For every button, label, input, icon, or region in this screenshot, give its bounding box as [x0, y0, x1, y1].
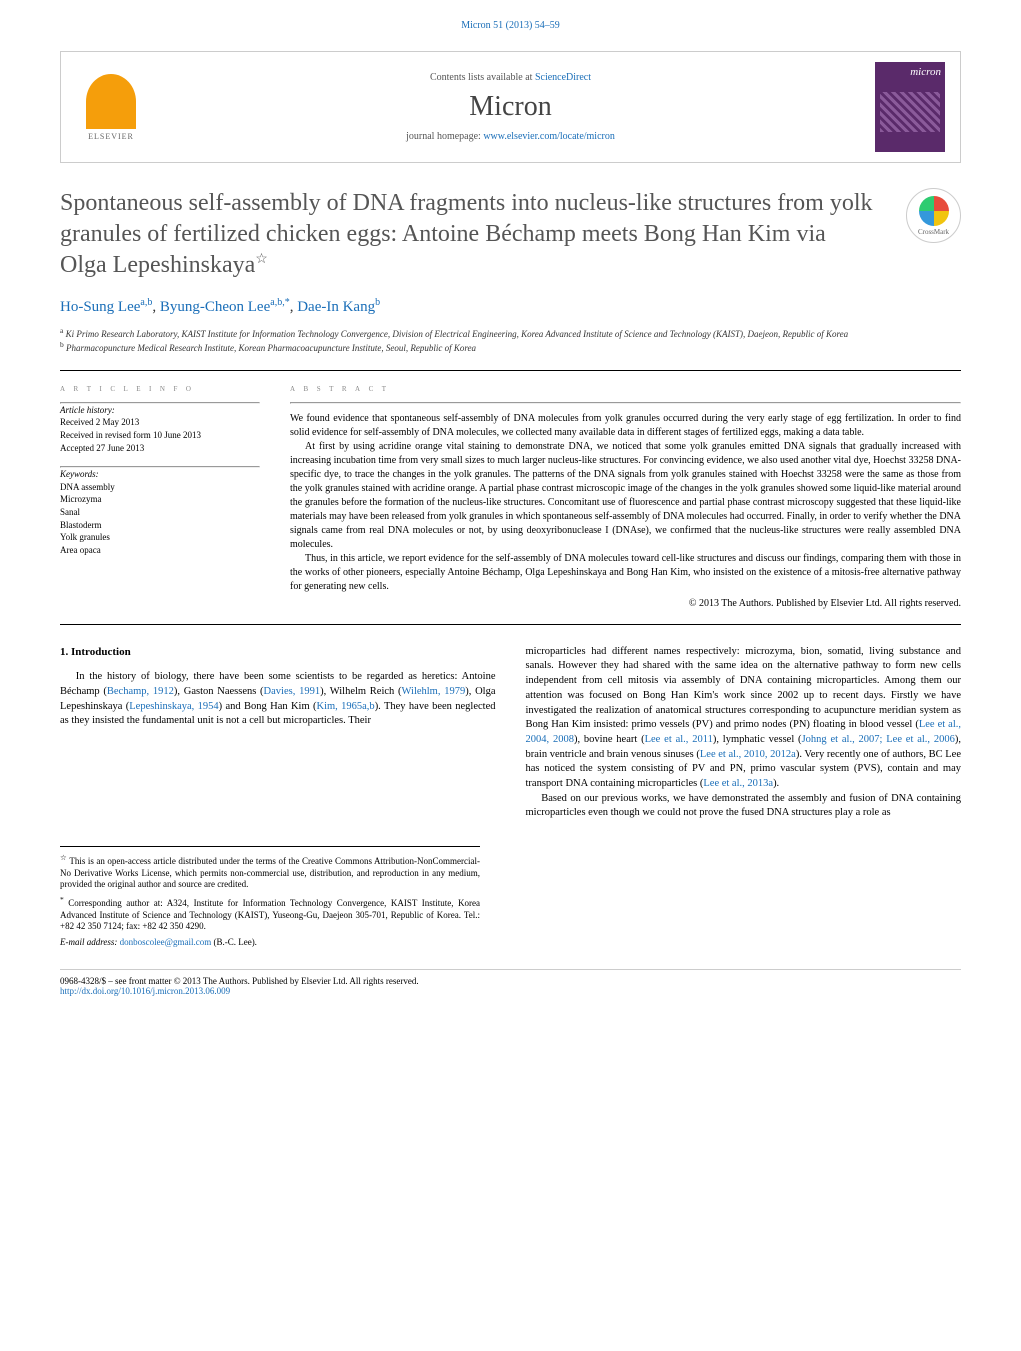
header-center: Contents lists available at ScienceDirec… — [146, 72, 875, 142]
right-p2: Based on our previous works, we have dem… — [526, 792, 962, 821]
email-link[interactable]: donboscolee@gmail.com — [120, 937, 212, 947]
title-text: Spontaneous self-assembly of DNA fragmen… — [60, 190, 873, 278]
footnote-openaccess: ☆ This is an open-access article distrib… — [60, 853, 480, 891]
contents-prefix: Contents lists available at — [430, 72, 535, 83]
cover-label: micron — [910, 66, 941, 78]
author-3-sup: b — [375, 297, 380, 308]
contents-line: Contents lists available at ScienceDirec… — [146, 72, 875, 83]
email-suffix: (B.-C. Lee). — [211, 937, 257, 947]
aff-a-text: Ki Primo Research Laboratory, KAIST Inst… — [63, 329, 848, 339]
title-block: Spontaneous self-assembly of DNA fragmen… — [60, 188, 961, 282]
keyword-1: DNA assembly — [60, 481, 260, 494]
author-2-star: * — [285, 297, 290, 308]
homepage-line: journal homepage: www.elsevier.com/locat… — [146, 131, 875, 142]
elsevier-tree-icon — [86, 74, 136, 129]
author-2-sup: a,b, — [270, 297, 284, 308]
ref-johng[interactable]: Johng et al., 2007; Lee et al., 2006 — [802, 734, 955, 745]
journal-header-box: ELSEVIER Contents lists available at Sci… — [60, 51, 961, 163]
author-2[interactable]: Byung-Cheon Lee — [160, 299, 270, 315]
t-l1e: ) and Bong Han Kim ( — [219, 701, 317, 712]
revised-date: Received in revised form 10 June 2013 — [60, 429, 260, 442]
homepage-prefix: journal homepage: — [406, 131, 483, 142]
email-label: E-mail address: — [60, 937, 120, 947]
received-date: Received 2 May 2013 — [60, 416, 260, 429]
authors-line: Ho-Sung Leea,b, Byung-Cheon Leea,b,*, Da… — [60, 297, 961, 316]
page-footer: 0968-4328/$ – see front matter © 2013 Th… — [60, 969, 961, 996]
citation-link[interactable]: Micron 51 (2013) 54–59 — [461, 20, 560, 31]
ref-lee2010[interactable]: Lee et al., 2010, 2012a — [700, 749, 796, 760]
keyword-5: Yolk granules — [60, 531, 260, 544]
abstract-divider — [290, 402, 961, 404]
left-column: 1. Introduction In the history of biolog… — [60, 645, 496, 821]
footnote-corresponding: * Corresponding author at: A324, Institu… — [60, 895, 480, 933]
doi-link[interactable]: http://dx.doi.org/10.1016/j.micron.2013.… — [60, 986, 230, 996]
citation-header: Micron 51 (2013) 54–59 — [0, 0, 1021, 41]
keyword-4: Blastoderm — [60, 519, 260, 532]
affiliations: a Ki Primo Research Laboratory, KAIST In… — [60, 326, 961, 355]
journal-name: Micron — [146, 91, 875, 123]
ref-bechamp[interactable]: Bechamp, 1912 — [107, 686, 174, 697]
elsevier-label: ELSEVIER — [88, 132, 134, 141]
abstract-copyright: © 2013 The Authors. Published by Elsevie… — [290, 598, 961, 609]
ref-wilhelm[interactable]: Wilehlm, 1979 — [402, 686, 466, 697]
right-p1: microparticles had different names respe… — [526, 645, 962, 792]
author-1[interactable]: Ho-Sung Lee — [60, 299, 140, 315]
author-1-sup: a,b — [140, 297, 152, 308]
elsevier-logo: ELSEVIER — [76, 67, 146, 147]
accepted-date: Accepted 27 June 2013 — [60, 442, 260, 455]
article-info-heading: A R T I C L E I N F O — [60, 383, 260, 394]
info-abstract-row: A R T I C L E I N F O Article history: R… — [60, 383, 961, 609]
ref-lee2013[interactable]: Lee et al., 2013a — [703, 778, 773, 789]
t-r1f: ). — [773, 778, 779, 789]
crossmark-label: CrossMark — [918, 228, 949, 236]
fn-star-text: This is an open-access article distribut… — [60, 856, 480, 889]
abstract-p1: We found evidence that spontaneous self-… — [290, 412, 961, 440]
t-r1c: ), lymphatic vessel ( — [713, 734, 802, 745]
article-history: Article history: Received 2 May 2013 Rec… — [60, 404, 260, 454]
journal-cover-thumb: micron — [875, 62, 945, 152]
ref-lee2011[interactable]: Lee et al., 2011 — [645, 734, 713, 745]
abstract-p2: At first by using acridine orange vital … — [290, 440, 961, 552]
article-title: Spontaneous self-assembly of DNA fragmen… — [60, 188, 906, 282]
crossmark-icon — [919, 196, 949, 226]
history-label: Article history: — [60, 404, 260, 417]
title-star-icon: ☆ — [255, 252, 268, 267]
t-l1c: ), Wilhelm Reich ( — [320, 686, 401, 697]
divider-bottom — [60, 624, 961, 625]
abstract-heading: A B S T R A C T — [290, 383, 961, 394]
keyword-3: Sanal — [60, 506, 260, 519]
fn-corr-text: Corresponding author at: A324, Institute… — [60, 898, 480, 931]
homepage-link[interactable]: www.elsevier.com/locate/micron — [483, 131, 615, 142]
ref-kim[interactable]: Kim, 1965a,b — [317, 701, 375, 712]
right-column: microparticles had different names respe… — [526, 645, 962, 821]
keywords-label: Keywords: — [60, 468, 260, 481]
keyword-6: Area opaca — [60, 544, 260, 557]
affiliation-b: b Pharmacopuncture Medical Research Inst… — [60, 340, 961, 355]
abstract-col: A B S T R A C T We found evidence that s… — [290, 383, 961, 609]
intro-heading: 1. Introduction — [60, 645, 496, 660]
t-r1a: microparticles had different names respe… — [526, 646, 962, 730]
aff-b-text: Pharmacopuncture Medical Research Instit… — [64, 343, 476, 353]
affiliation-a: a Ki Primo Research Laboratory, KAIST In… — [60, 326, 961, 341]
footnote-email: E-mail address: donboscolee@gmail.com (B… — [60, 937, 480, 949]
footer-copyright: 0968-4328/$ – see front matter © 2013 Th… — [60, 976, 961, 986]
sciencedirect-link[interactable]: ScienceDirect — [535, 72, 591, 83]
fn-star-sup: ☆ — [60, 853, 67, 862]
t-r1b: ), bovine heart ( — [574, 734, 645, 745]
crossmark-badge[interactable]: CrossMark — [906, 188, 961, 243]
ref-lepeshinskaya[interactable]: Lepeshinskaya, 1954 — [129, 701, 218, 712]
keywords-section: Keywords: DNA assembly Microzyma Sanal B… — [60, 468, 260, 556]
divider-top — [60, 370, 961, 371]
author-3[interactable]: Dae-In Kang — [297, 299, 375, 315]
article-info-col: A R T I C L E I N F O Article history: R… — [60, 383, 260, 609]
ref-davies[interactable]: Davies, 1991 — [264, 686, 321, 697]
body-columns: 1. Introduction In the history of biolog… — [60, 645, 961, 821]
keyword-2: Microzyma — [60, 493, 260, 506]
intro-p1: In the history of biology, there have be… — [60, 670, 496, 729]
abstract-p3: Thus, in this article, we report evidenc… — [290, 552, 961, 594]
abstract-text: We found evidence that spontaneous self-… — [290, 412, 961, 594]
footnotes: ☆ This is an open-access article distrib… — [60, 846, 480, 949]
t-l1b: ), Gaston Naessens ( — [174, 686, 264, 697]
